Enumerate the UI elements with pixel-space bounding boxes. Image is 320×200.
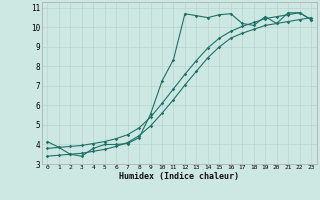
X-axis label: Humidex (Indice chaleur): Humidex (Indice chaleur) xyxy=(119,172,239,181)
